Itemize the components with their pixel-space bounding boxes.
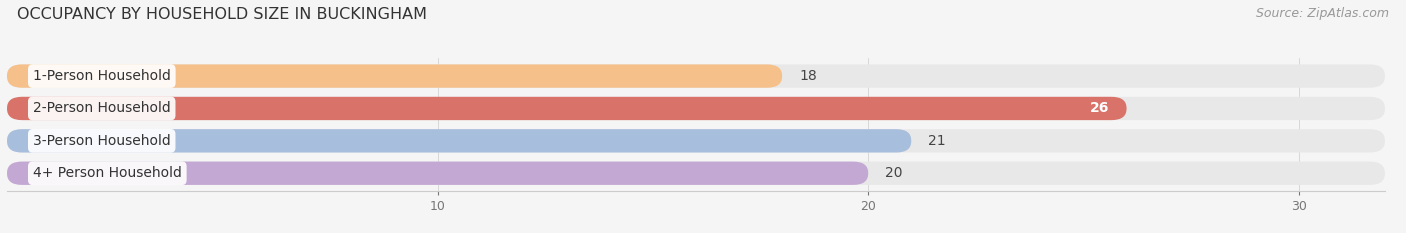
Text: 4+ Person Household: 4+ Person Household [32,166,181,180]
Text: OCCUPANCY BY HOUSEHOLD SIZE IN BUCKINGHAM: OCCUPANCY BY HOUSEHOLD SIZE IN BUCKINGHA… [17,7,427,22]
FancyBboxPatch shape [7,129,911,153]
Text: 20: 20 [886,166,903,180]
FancyBboxPatch shape [7,161,869,185]
Text: 26: 26 [1090,101,1109,116]
Text: 21: 21 [928,134,946,148]
Text: Source: ZipAtlas.com: Source: ZipAtlas.com [1256,7,1389,20]
FancyBboxPatch shape [7,64,1385,88]
FancyBboxPatch shape [7,129,1385,153]
Text: 1-Person Household: 1-Person Household [32,69,170,83]
FancyBboxPatch shape [7,97,1126,120]
Text: 2-Person Household: 2-Person Household [32,101,170,116]
Text: 18: 18 [799,69,817,83]
FancyBboxPatch shape [7,161,1385,185]
Text: 3-Person Household: 3-Person Household [32,134,170,148]
FancyBboxPatch shape [7,97,1385,120]
FancyBboxPatch shape [7,64,782,88]
